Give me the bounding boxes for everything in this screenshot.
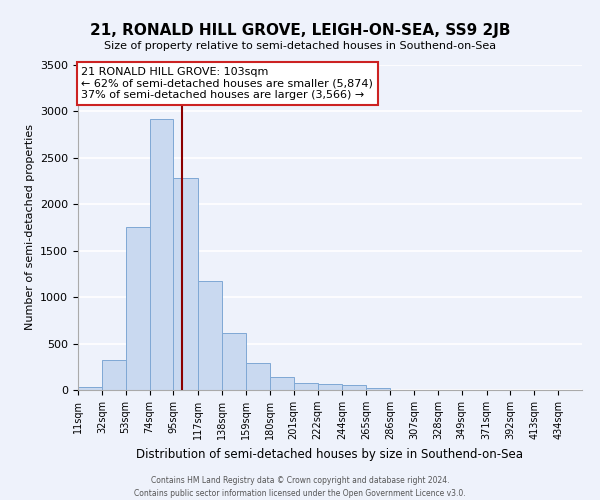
Text: Size of property relative to semi-detached houses in Southend-on-Sea: Size of property relative to semi-detach… (104, 41, 496, 51)
Bar (270, 377, 293, 390)
Bar (102, 360, 125, 390)
Bar (343, 386, 367, 390)
Bar (199, 282, 222, 390)
Bar (222, 334, 246, 390)
Y-axis label: Number of semi-detached properties: Number of semi-detached properties (25, 124, 35, 330)
Bar (317, 384, 343, 390)
Text: 21, RONALD HILL GROVE, LEIGH-ON-SEA, SS9 2JB: 21, RONALD HILL GROVE, LEIGH-ON-SEA, SS9… (90, 22, 510, 38)
Bar (293, 383, 317, 390)
Bar (78, 387, 102, 390)
Text: 21 RONALD HILL GROVE: 103sqm
← 62% of semi-detached houses are smaller (5,874)
3: 21 RONALD HILL GROVE: 103sqm ← 62% of se… (82, 67, 373, 100)
Bar (149, 119, 173, 390)
Bar (367, 388, 390, 390)
Bar (173, 178, 199, 390)
Text: Contains HM Land Registry data © Crown copyright and database right 2024.
Contai: Contains HM Land Registry data © Crown c… (134, 476, 466, 498)
X-axis label: Distribution of semi-detached houses by size in Southend-on-Sea: Distribution of semi-detached houses by … (137, 448, 523, 460)
Bar (125, 226, 149, 390)
Bar (246, 363, 270, 390)
